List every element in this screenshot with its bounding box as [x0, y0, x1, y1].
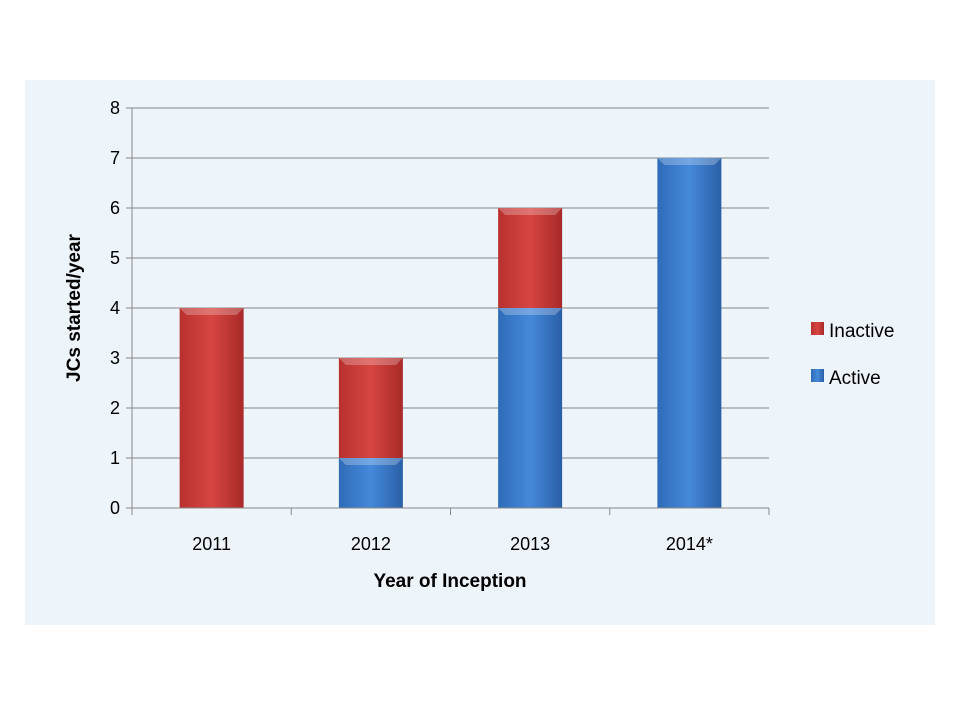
y-tick-label: 4	[110, 298, 120, 318]
y-tick-label: 3	[110, 348, 120, 368]
bar-active-2012	[338, 458, 403, 508]
legend: Inactive Active	[811, 321, 894, 389]
y-tick-label: 0	[110, 498, 120, 518]
y-axis-title: JCs started/year	[64, 233, 85, 381]
x-tick-label: 2014*	[666, 534, 713, 554]
y-tick-label: 1	[110, 448, 120, 468]
x-tick-label: 2011	[192, 534, 231, 554]
bar-inactive-2012	[338, 358, 403, 458]
bar-bevel	[498, 308, 563, 315]
legend-label-active: Active	[829, 368, 881, 389]
x-tick-label: 2012	[351, 534, 391, 554]
legend-swatch-active	[811, 369, 824, 382]
bar-bevel	[498, 208, 563, 215]
legend-label-inactive: Inactive	[829, 321, 894, 342]
y-tick-label: 2	[110, 398, 120, 418]
bar-bevel	[338, 358, 403, 365]
bar-active-2014*	[657, 158, 722, 508]
bar-inactive-2011	[179, 308, 244, 508]
bar-bevel	[657, 158, 722, 165]
legend-swatch-inactive	[811, 322, 824, 335]
y-tick-label: 8	[110, 98, 120, 118]
bar-bevel	[338, 458, 403, 465]
y-tick-label: 5	[110, 248, 120, 268]
bar-inactive-2013	[498, 208, 563, 308]
bar-bevel	[179, 308, 244, 315]
x-axis-title: Year of Inception	[373, 571, 526, 592]
y-tick-label: 7	[110, 148, 120, 168]
x-tick-label: 2013	[510, 534, 550, 554]
bar-active-2013	[498, 308, 563, 508]
y-tick-label: 6	[110, 198, 120, 218]
chart-background	[25, 80, 935, 625]
